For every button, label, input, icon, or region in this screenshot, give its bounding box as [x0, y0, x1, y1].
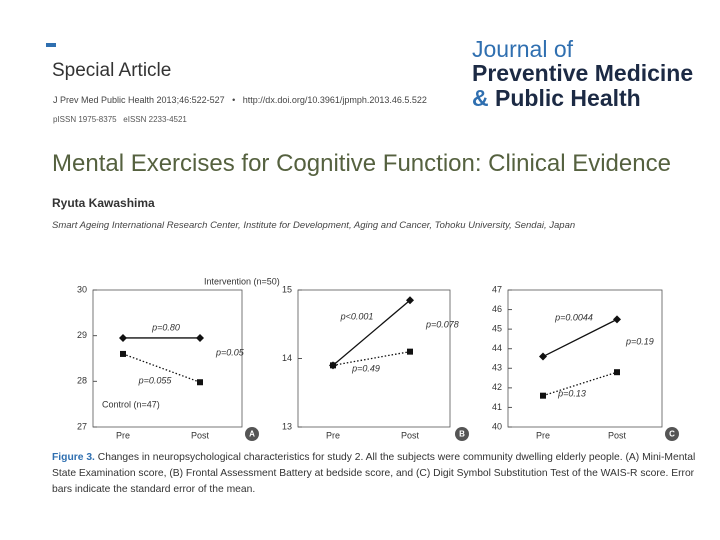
point — [539, 352, 547, 361]
point — [330, 362, 336, 369]
series-line — [542, 371, 618, 397]
series-line — [332, 351, 411, 366]
point — [120, 350, 126, 357]
journal-amp: & — [472, 85, 489, 111]
point — [406, 296, 414, 305]
point — [119, 333, 127, 342]
accent-bar — [46, 43, 56, 47]
plot-frame — [507, 289, 663, 428]
point — [407, 348, 413, 355]
annotation: p=0.055 — [138, 375, 173, 385]
panel-label: B — [459, 430, 465, 439]
journal-line3-text: Public Health — [495, 85, 641, 111]
separator: • — [232, 95, 236, 105]
y-tick-label: 13 — [282, 421, 292, 431]
affiliation: Smart Ageing International Research Cent… — [52, 220, 576, 231]
y-tick-label: 43 — [492, 363, 502, 373]
series-label: Control (n=47) — [102, 399, 160, 409]
y-tick-label: 40 — [492, 421, 502, 431]
article-title: Mental Exercises for Cognitive Function:… — [52, 150, 671, 177]
panel-label: C — [669, 430, 675, 439]
plot-frame — [92, 289, 243, 428]
issn: pISSN 1975-8375 eISSN 2233-4521 — [53, 115, 187, 124]
point — [614, 369, 620, 376]
journal-line2: Preventive Medicine — [472, 60, 694, 86]
figure-caption: Figure 3. Changes in neuropsychological … — [52, 450, 697, 498]
x-tick-label: Pre — [536, 430, 550, 440]
annotation: p=0.078 — [425, 319, 459, 329]
y-tick-label: 46 — [492, 304, 502, 314]
annotation: p=0.80 — [151, 322, 180, 332]
citation: J Prev Med Public Health 2013;46:522-527 — [53, 95, 225, 105]
caption-text: Changes in neuropsychological characteri… — [52, 452, 696, 495]
annotation: p=0.49 — [351, 363, 380, 373]
y-tick-label: 28 — [77, 376, 87, 386]
y-tick-label: 15 — [282, 284, 292, 294]
annotation: p=0.13 — [557, 388, 586, 398]
y-tick-label: 30 — [77, 284, 87, 294]
section: Special Article — [52, 60, 172, 81]
panel-badge — [245, 427, 259, 441]
citation-line: J Prev Med Public Health 2013;46:522-527… — [53, 95, 427, 105]
point — [613, 315, 621, 324]
doi: http://dx.doi.org/10.3961/jpmph.2013.46.… — [242, 95, 427, 105]
plot-frame — [297, 289, 451, 428]
x-tick-label: Post — [401, 430, 420, 440]
y-tick-label: 45 — [492, 324, 502, 334]
author: Ryuta Kawashima — [52, 196, 155, 210]
journal-line3: & Public Health — [472, 85, 641, 112]
y-tick-label: 27 — [77, 421, 87, 431]
annotation: p=0.0044 — [554, 312, 593, 322]
panel-badge — [455, 427, 469, 441]
y-tick-label: 14 — [282, 353, 292, 363]
annotation: p=0.19 — [625, 336, 654, 346]
series-line — [542, 318, 618, 358]
series-line — [332, 299, 411, 366]
y-tick-label: 44 — [492, 343, 502, 353]
panel-badge — [665, 427, 679, 441]
annotation: p=0.05 — [215, 347, 245, 357]
y-tick-label: 29 — [77, 330, 87, 340]
point — [197, 379, 203, 386]
annotation: p<0.001 — [340, 311, 374, 321]
journal-line1: Journal of — [472, 36, 574, 62]
y-tick-label: 41 — [492, 402, 502, 412]
y-tick-label: 42 — [492, 382, 502, 392]
x-tick-label: Post — [191, 430, 210, 440]
y-tick-label: 47 — [492, 284, 502, 294]
x-tick-label: Pre — [116, 430, 130, 440]
point — [196, 333, 204, 342]
x-tick-label: Pre — [326, 430, 340, 440]
figure-label: Figure 3. — [52, 452, 95, 463]
x-tick-label: Post — [608, 430, 627, 440]
point — [540, 392, 546, 399]
series-label: Intervention (n=50) — [204, 276, 280, 286]
panel-label: A — [249, 430, 255, 439]
